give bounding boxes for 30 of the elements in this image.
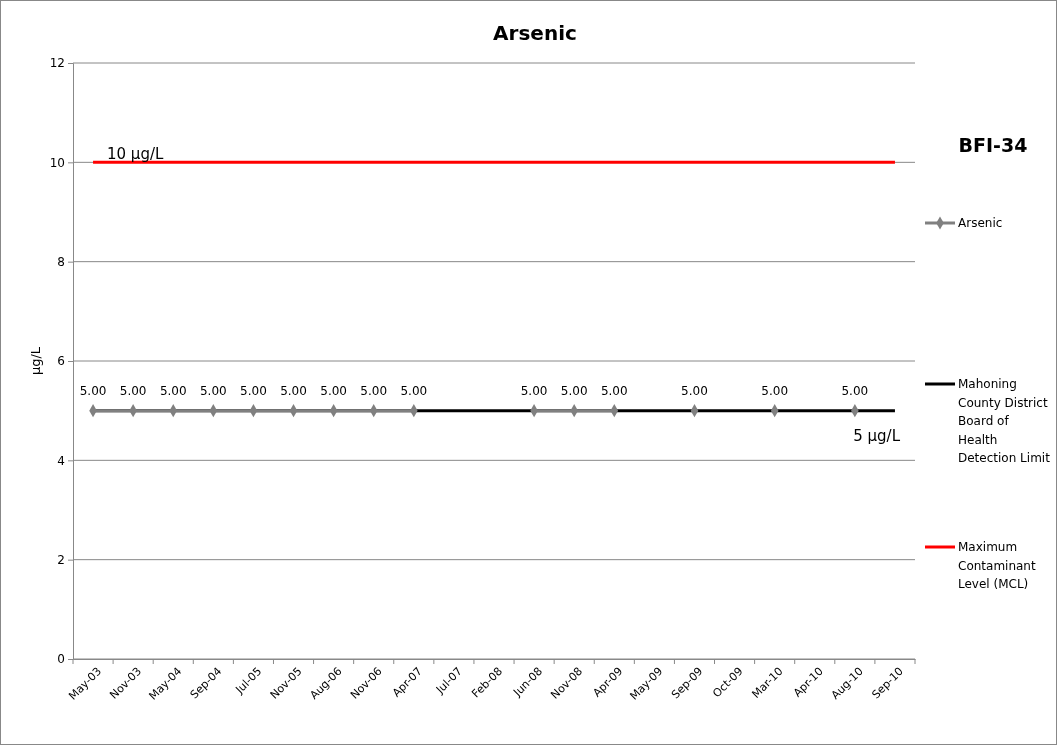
data-label: 5.00	[280, 383, 307, 398]
y-tick-label: 4	[57, 453, 65, 468]
data-label: 5.00	[159, 383, 187, 398]
data-label: 5.00	[360, 383, 388, 398]
data-label: 5.00	[600, 383, 628, 398]
annotation: 5 μg/L	[853, 427, 901, 445]
chart-title: Arsenic	[493, 21, 577, 45]
data-label: 5.00	[119, 383, 147, 398]
legend-label: Maximum Contaminant Level (MCL)	[958, 540, 1036, 591]
y-tick-label: 2	[57, 553, 65, 568]
data-label: 5.00	[79, 383, 107, 398]
data-label: 5.00	[400, 383, 428, 398]
y-tick-label: 6	[57, 354, 65, 369]
data-label: 5.00	[681, 383, 708, 398]
y-tick-label: 0	[57, 652, 65, 667]
data-label: 5.00	[240, 383, 267, 398]
data-label: 5.00	[199, 383, 227, 398]
y-tick-label: 8	[57, 255, 65, 270]
data-label: 5.00	[841, 383, 869, 398]
y-tick-label: 12	[49, 56, 65, 71]
annotation: 10 μg/L	[107, 145, 164, 163]
data-label: 5.00	[761, 383, 789, 398]
legend-label: Mahoning County District Board of Health Detection Limit	[958, 377, 1051, 465]
y-axis-title: μg/L	[28, 346, 43, 376]
data-label: 5.00	[520, 383, 548, 398]
y-tick-label: 10	[49, 155, 65, 170]
text: BFI-34	[958, 134, 1028, 156]
data-label: 5.00	[320, 383, 347, 398]
data-label: 5.00	[560, 383, 588, 398]
legend-label: Arsenic	[958, 216, 1003, 230]
